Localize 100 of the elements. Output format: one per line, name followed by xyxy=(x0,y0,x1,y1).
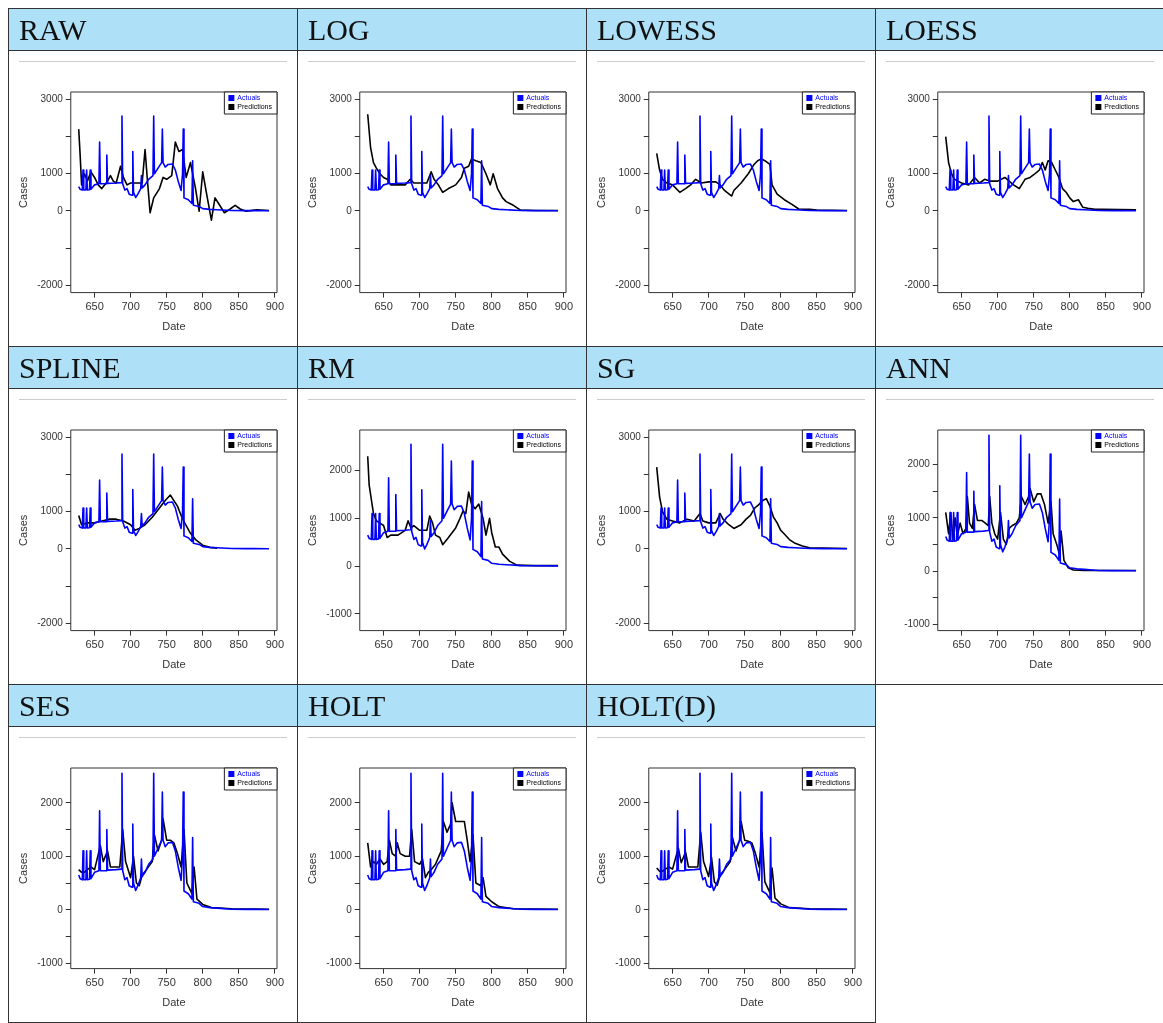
y-tick-label: 1000 xyxy=(329,512,353,524)
y-tick-label: 3000 xyxy=(329,93,353,105)
x-tick-label: 700 xyxy=(988,300,1007,313)
x-tick-label: 650 xyxy=(952,638,971,651)
y-tick-label: 3000 xyxy=(618,431,642,443)
x-tick-label: 750 xyxy=(1024,638,1043,651)
y-axis-title: Cases xyxy=(594,176,607,208)
x-tick-label: 800 xyxy=(193,638,212,651)
x-tick-label: 850 xyxy=(229,300,248,313)
x-tick-label: 650 xyxy=(663,638,682,651)
y-tick-label: 0 xyxy=(635,542,642,554)
x-tick-label: 650 xyxy=(952,300,971,313)
x-tick-label: 650 xyxy=(85,300,104,313)
y-axis-title: Cases xyxy=(883,176,896,208)
x-tick-label: 750 xyxy=(1024,300,1043,313)
y-tick-label: 2000 xyxy=(618,796,642,808)
x-axis-title: Date xyxy=(162,320,186,333)
y-tick-label: -2000 xyxy=(326,278,353,290)
y-tick-label: 1000 xyxy=(40,850,64,862)
x-tick-label: 700 xyxy=(410,300,429,313)
chart-title: LOG xyxy=(298,9,586,51)
y-tick-label: 0 xyxy=(346,559,353,571)
x-tick-label: 900 xyxy=(265,300,285,313)
x-tick-label: 700 xyxy=(410,976,429,989)
x-tick-label: 900 xyxy=(1132,300,1152,313)
chart-title: HOLT xyxy=(298,685,586,727)
x-tick-label: 700 xyxy=(988,638,1007,651)
y-tick-label: 0 xyxy=(924,204,931,216)
x-tick-label: 650 xyxy=(85,638,104,651)
y-tick-label: 3000 xyxy=(907,93,931,105)
chart-title: LOESS xyxy=(876,9,1163,51)
y-tick-label: 2000 xyxy=(40,796,64,808)
y-axis-title: Cases xyxy=(16,514,29,546)
y-tick-label: 0 xyxy=(57,204,64,216)
y-tick-label: 3000 xyxy=(40,93,64,105)
y-tick-label: 1000 xyxy=(329,167,353,179)
x-axis-title: Date xyxy=(451,320,475,333)
x-tick-label: 800 xyxy=(482,638,501,651)
x-tick-label: 700 xyxy=(699,976,718,989)
y-tick-label: -1000 xyxy=(326,957,353,968)
x-tick-label: 650 xyxy=(85,976,104,989)
y-tick-label: 1000 xyxy=(907,511,931,523)
x-tick-label: 900 xyxy=(843,300,863,313)
x-axis-title: Date xyxy=(162,996,186,1009)
y-tick-label: 2000 xyxy=(329,464,353,476)
x-tick-label: 750 xyxy=(157,976,176,989)
x-tick-label: 850 xyxy=(1096,638,1115,651)
y-tick-label: 3000 xyxy=(40,431,64,443)
y-tick-label: -2000 xyxy=(615,616,642,628)
x-tick-label: 650 xyxy=(663,976,682,989)
y-tick-label: 3000 xyxy=(618,93,642,105)
x-tick-label: 900 xyxy=(843,976,863,989)
y-axis-title: Cases xyxy=(594,852,607,884)
x-tick-label: 750 xyxy=(735,638,754,651)
x-tick-label: 800 xyxy=(1060,638,1079,651)
y-axis-title: Cases xyxy=(305,176,318,208)
x-tick-label: 750 xyxy=(735,300,754,313)
x-tick-label: 900 xyxy=(1132,638,1152,651)
x-tick-label: 700 xyxy=(410,638,429,651)
x-tick-label: 800 xyxy=(482,300,501,313)
x-tick-label: 850 xyxy=(807,638,826,651)
x-tick-label: 800 xyxy=(771,638,790,651)
y-tick-label: -1000 xyxy=(326,607,353,619)
y-tick-label: -1000 xyxy=(615,957,642,968)
x-tick-label: 900 xyxy=(843,638,863,651)
y-tick-label: 0 xyxy=(57,903,64,915)
x-tick-label: 750 xyxy=(446,976,465,989)
x-tick-label: 850 xyxy=(518,638,537,651)
x-tick-label: 700 xyxy=(699,638,718,651)
y-axis-title: Cases xyxy=(305,852,318,884)
y-tick-label: 2000 xyxy=(329,796,353,808)
x-tick-label: 800 xyxy=(771,300,790,313)
chart-title: SG xyxy=(587,347,875,389)
x-tick-label: 850 xyxy=(229,976,248,989)
x-axis-title: Date xyxy=(451,658,475,671)
x-tick-label: 700 xyxy=(121,638,140,651)
x-tick-label: 800 xyxy=(193,976,212,989)
x-tick-label: 900 xyxy=(554,300,574,313)
x-tick-label: 700 xyxy=(699,300,718,313)
x-tick-label: 650 xyxy=(374,300,393,313)
x-tick-label: 850 xyxy=(518,300,537,313)
x-tick-label: 750 xyxy=(446,638,465,651)
x-tick-label: 750 xyxy=(157,300,176,313)
y-tick-label: 1000 xyxy=(618,505,642,517)
x-tick-label: 850 xyxy=(807,976,826,989)
x-tick-label: 850 xyxy=(518,976,537,989)
y-axis-title: Cases xyxy=(594,514,607,546)
x-axis-title: Date xyxy=(740,320,764,333)
x-tick-label: 900 xyxy=(554,638,574,651)
y-tick-label: -2000 xyxy=(904,278,931,290)
y-tick-label: -2000 xyxy=(37,278,64,290)
y-tick-label: 1000 xyxy=(40,167,64,179)
chart-title: LOWESS xyxy=(587,9,875,51)
chart-title: HOLT(D) xyxy=(587,685,875,727)
x-tick-label: 750 xyxy=(157,638,176,651)
y-tick-label: 1000 xyxy=(618,850,642,862)
x-tick-label: 800 xyxy=(193,300,212,313)
chart-title: SPLINE xyxy=(9,347,297,389)
y-tick-label: 1000 xyxy=(618,167,642,179)
y-tick-label: 0 xyxy=(635,903,642,915)
